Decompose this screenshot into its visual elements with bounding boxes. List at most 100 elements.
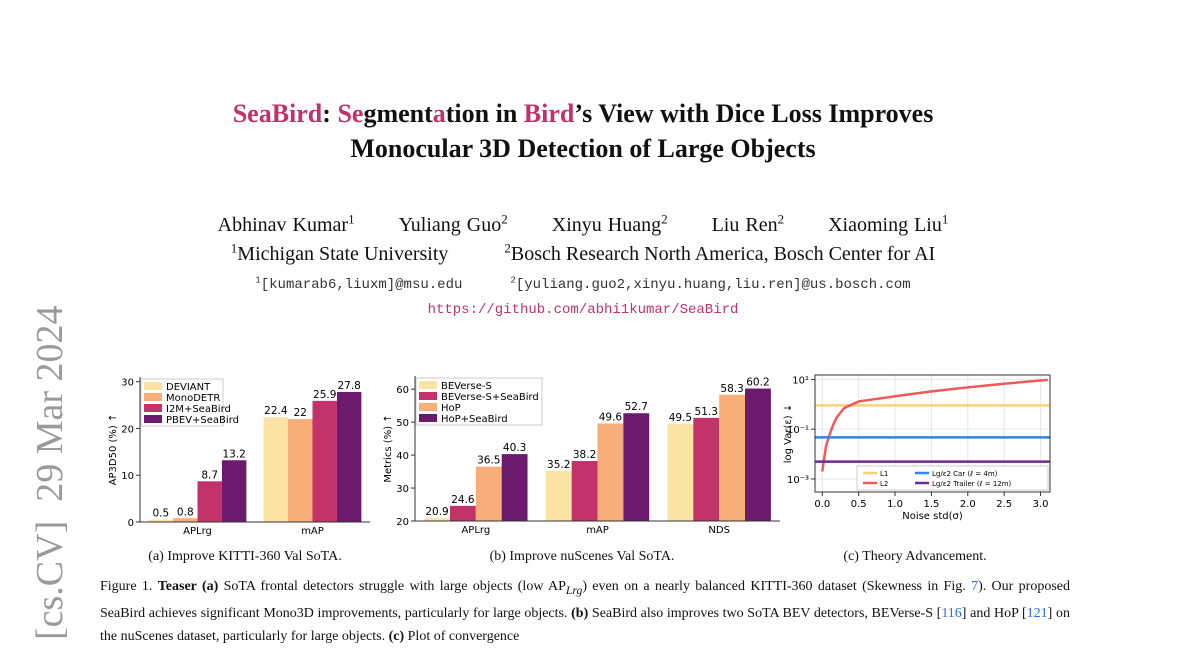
x-tick-label: 1.5 [923, 499, 939, 510]
value-label: 60.2 [746, 377, 769, 389]
affiliation-number: 2 [504, 240, 511, 255]
author-affiliation: 1 [941, 211, 949, 226]
author-affiliation: 1 [348, 211, 355, 226]
x-tick-label: APLrg [461, 525, 490, 536]
email: 2[yuliang.guo2,xinyu.huang,liu.ren]@us.b… [510, 274, 911, 293]
caption-plain: ) even on a nearly balanced KITTI-360 da… [582, 579, 972, 594]
caption-plain: Figure 1. [100, 579, 158, 594]
author-name: Xiaoming Liu [828, 213, 942, 236]
value-label: 49.6 [599, 411, 623, 423]
caption-sub: Lrg [565, 583, 583, 597]
email-address: [yuliang.guo2,xinyu.huang,liu.ren]@us.bo… [515, 276, 911, 293]
x-tick-label: 0.5 [851, 499, 867, 510]
caption-plain: SeaBird also improves two SoTA BEV detec… [588, 605, 942, 621]
legend-label: Lg/ε2 Trailer (ℓ = 12m) [932, 480, 1012, 488]
bar [571, 461, 598, 521]
url[interactable]: https://github.com/abhi1kumar/SeaBird [427, 302, 739, 318]
value-label: 40.3 [503, 442, 526, 454]
value-label: 20.9 [425, 506, 448, 518]
title-segment: tion in [445, 99, 524, 128]
bar [545, 470, 572, 521]
author-affiliation: 2 [501, 211, 508, 226]
email-affiliation: 2 [510, 274, 516, 285]
legend: L1 L2 Lg/ε2 Car (ℓ = 4m) Lg/ε2 Trailer (ℓ =… [856, 465, 1049, 491]
subcaption: (b) Improve nuScenes Val SoTA. [489, 549, 675, 564]
affiliation: 2Bosch Research North America, Bosch Cen… [504, 240, 936, 265]
bar [197, 481, 222, 522]
chart: 0 10 20 30 AP3D50 (%) ↑ APLrg 0.5 0.8 8.7 13.2 mAP… [108, 377, 370, 537]
caption-bold: (c) [388, 628, 405, 644]
x-tick-label: NDS [708, 525, 730, 536]
bar [597, 423, 624, 521]
x-tick-label: APLrg [183, 526, 212, 537]
title-line: Monocular 3D Detection of Large Objects [0, 134, 1166, 164]
value-label: 36.5 [477, 455, 500, 467]
subcaption: (a) Improve KITTI-360 Val SoTA. [148, 549, 342, 564]
author: Xinyu Huang2 [552, 211, 668, 236]
bar [623, 413, 650, 521]
y-tick-label: 10 [121, 471, 134, 482]
y-tick-label: 60 [396, 385, 409, 396]
legend-label: I2M+SeaBird [166, 404, 231, 415]
y-axis-label: log Var(ε) ↓ [783, 404, 794, 464]
plot-frame [814, 374, 1051, 493]
title-segment: Se [337, 99, 364, 128]
chart: 10⁻³ 10⁻¹ 10¹ log Var(ε) ↓ 0.0 0.5 1.0 1.5 2.0 2.… [783, 374, 1051, 522]
title-line: SeaBird: Segmentation in Bird’s View wit… [0, 99, 1166, 129]
affiliation-name: Bosch Research North America, Bosch Cent… [510, 242, 936, 265]
bar [449, 505, 476, 521]
caption-plain: SoTA frontal detectors struggle with lar… [218, 579, 566, 594]
value-label: 22 [294, 407, 307, 419]
caption-bold: Teaser (a) [157, 579, 219, 594]
author: Yuliang Guo2 [398, 211, 508, 236]
value-label: 22.4 [264, 405, 288, 417]
x-tick-label: 0.0 [814, 499, 830, 510]
value-label: 51.3 [695, 406, 718, 418]
affiliation-name: Michigan State University [237, 242, 449, 265]
bar [148, 519, 174, 522]
x-tick-label: mAP [586, 525, 609, 536]
author: Liu Ren2 [711, 211, 785, 236]
caption-link[interactable]: 116 [941, 605, 962, 621]
value-label: 38.2 [573, 449, 596, 461]
value-label: 8.7 [201, 469, 218, 481]
caption-link[interactable]: 121 [1026, 605, 1048, 621]
legend-swatch [419, 403, 437, 411]
emails: 1[kumarab6,liuxm]@msu.edu 2[yuliang.guo2,… [0, 274, 1166, 293]
email: 1[kumarab6,liuxm]@msu.edu [255, 274, 462, 293]
bar [745, 388, 771, 521]
legend-label: Lg/ε2 Car (ℓ = 4m) [932, 470, 998, 478]
subcaption: (c) Theory Advancement. [843, 549, 987, 564]
legend-label: L2 [880, 480, 888, 488]
bar [336, 391, 362, 522]
title-segment: Bird [523, 99, 575, 128]
author-name: Yuliang Guo [398, 213, 502, 236]
value-label: 58.3 [720, 383, 743, 395]
y-tick-label: 20 [396, 517, 409, 528]
y-tick-label: 10¹ [792, 375, 809, 386]
caption-link[interactable]: 7 [971, 579, 979, 594]
x-tick-label: mAP [301, 526, 324, 537]
legend-swatch [144, 393, 162, 401]
legend-label: HoP [441, 403, 461, 414]
bar [667, 423, 694, 521]
author-name: Liu Ren [711, 213, 778, 236]
title-segment: : [322, 99, 338, 128]
value-label: 0.5 [152, 508, 169, 520]
caption-plain: ] on the nuScenes dataset, particularly … [100, 605, 1070, 644]
bar [263, 417, 289, 522]
author-affiliation: 2 [777, 211, 785, 226]
bar [719, 394, 746, 521]
caption-plain: ). Our proposed SeaBird achieves signifi… [100, 579, 1070, 621]
caption-plain: Plot of convergence [404, 628, 520, 644]
value-label: 25.9 [313, 389, 336, 401]
value-label: 13.2 [222, 448, 245, 460]
title-segment: gment [363, 99, 433, 128]
value-label: 24.6 [451, 494, 475, 506]
legend-label: HoP+SeaBird [441, 414, 508, 425]
x-tick-label: 2.5 [996, 499, 1012, 510]
legend-label: PBEV+SeaBird [166, 415, 239, 426]
y-tick-label: 20 [121, 424, 134, 435]
x-tick-label: 1.0 [887, 499, 903, 510]
